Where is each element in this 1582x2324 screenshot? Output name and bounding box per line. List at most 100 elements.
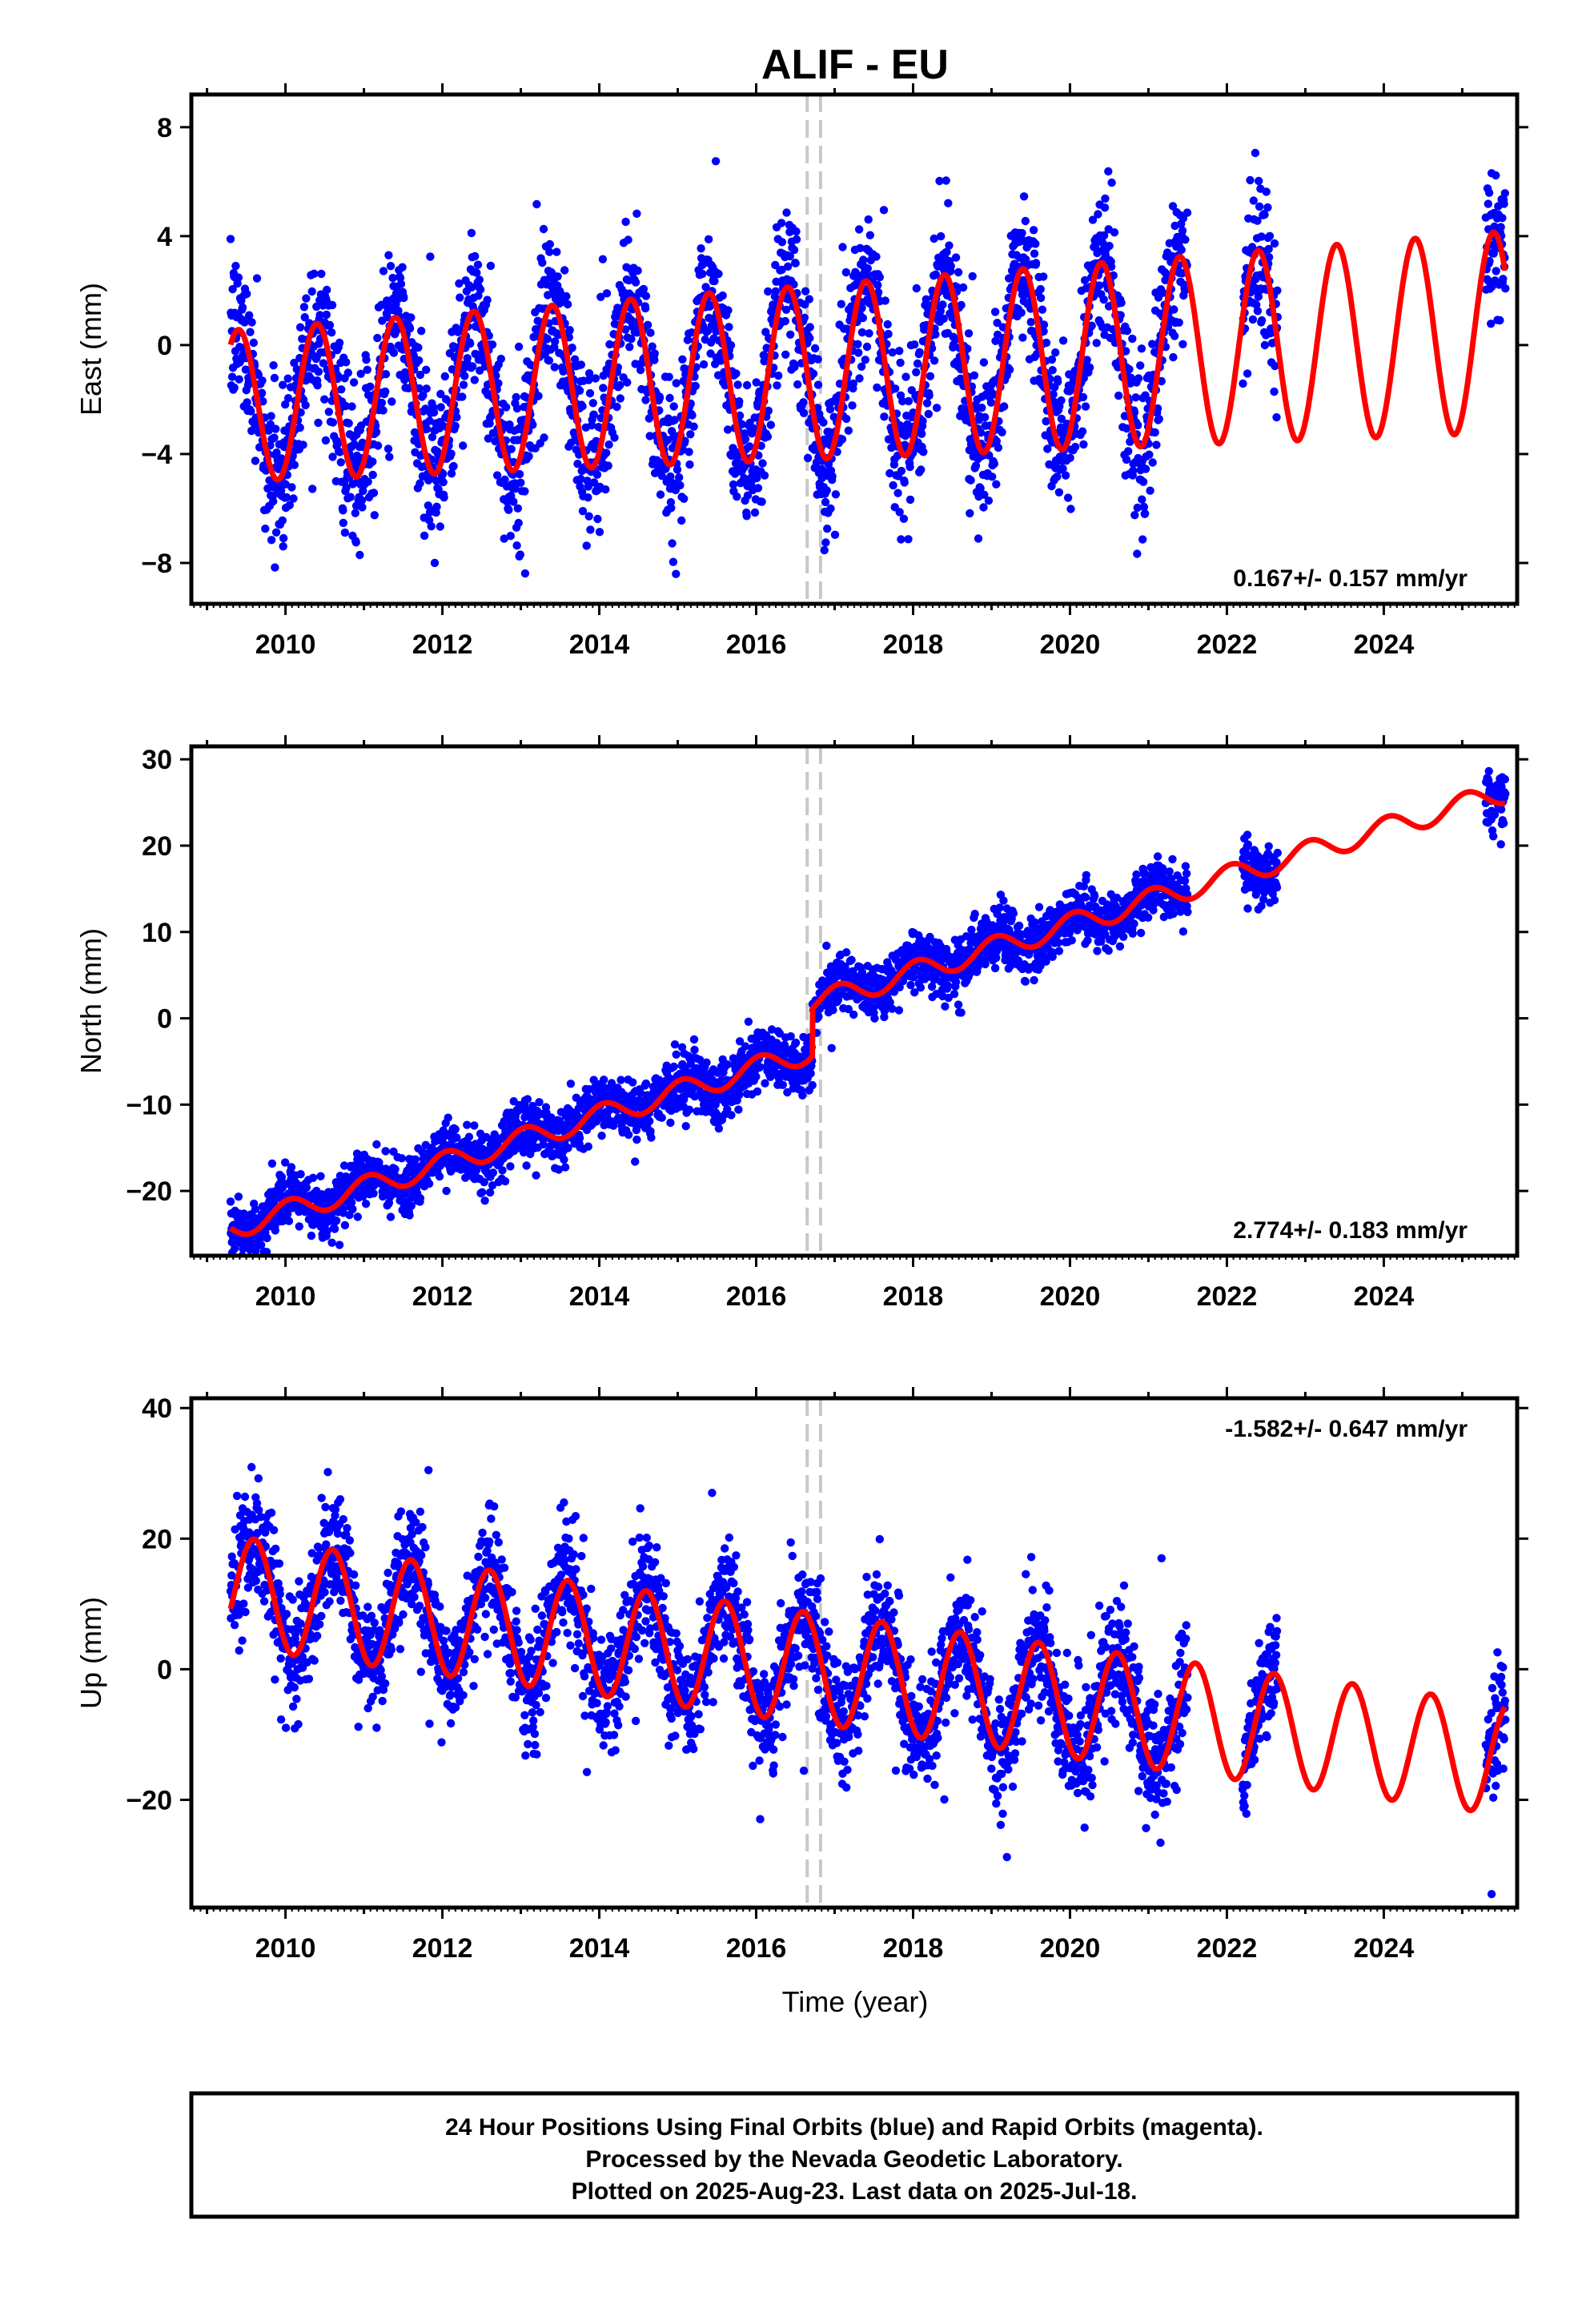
data-point [584,493,592,502]
data-point [560,266,569,275]
data-point [766,420,775,429]
data-point [325,320,335,330]
data-point [600,1076,608,1084]
data-point [1038,305,1047,314]
data-point [672,569,681,578]
data-point [994,443,1003,452]
data-point [379,406,387,415]
data-point [488,340,497,349]
data-point [310,269,319,278]
data-point [792,227,801,236]
data-point [998,428,1006,436]
data-point [387,397,396,406]
data-point [790,363,799,372]
data-point [314,418,323,428]
data-point [415,356,424,365]
data-point [295,1222,303,1231]
data-point [416,370,425,380]
data-point [1148,458,1157,467]
data-point [988,472,997,481]
x-tick-label: 2012 [412,629,473,660]
data-point [925,391,934,400]
data-point [1270,239,1279,248]
data-point [507,444,516,453]
data-point [966,476,975,485]
data-point [1496,316,1504,325]
data-point [269,361,278,370]
data-point [369,489,379,497]
data-point [1030,249,1039,258]
data-point [924,409,934,419]
data-point [308,1173,318,1183]
data-point [1492,267,1500,275]
data-point [873,287,883,297]
data-point [777,265,786,275]
data-point [912,368,921,376]
data-point [1251,148,1260,158]
data-point [295,323,305,332]
data-point [1117,298,1126,308]
data-point [514,342,524,352]
data-point [405,1211,414,1220]
data-point [373,441,383,450]
data-point [888,348,897,357]
data-point [672,379,681,388]
data-point [706,349,715,358]
data-point [805,295,813,304]
data-point [884,329,893,339]
data-point [230,383,239,392]
data-point [227,372,237,381]
data-point [369,1189,378,1198]
data-point [301,400,310,410]
data-point [277,454,286,463]
data-point [656,490,665,499]
data-point [621,325,630,334]
data-point [228,284,237,294]
data-point [260,1313,268,1321]
data-point [359,486,367,496]
data-point [938,300,947,309]
data-point [449,461,458,471]
data-point [285,501,294,509]
data-point [922,399,932,408]
data-point [641,292,651,300]
data-point [545,247,554,256]
data-point [343,368,352,377]
data-point [681,1122,690,1131]
data-point [1021,216,1030,226]
data-point [506,1162,515,1171]
data-point [1263,203,1272,212]
data-point [358,503,367,512]
data-point [414,343,423,352]
data-point [428,432,437,441]
data-point [498,1166,507,1175]
data-point [1170,305,1178,314]
data-point [733,380,742,389]
data-point [432,476,441,485]
data-point [837,300,846,308]
data-point [496,354,505,364]
data-point [917,465,926,474]
data-point [340,528,350,537]
data-point [1051,348,1060,357]
data-point [773,381,781,390]
data-point [1066,505,1075,513]
data-point [930,356,939,365]
data-point [1137,344,1146,353]
data-point [244,378,253,387]
data-point [560,1163,570,1172]
data-point [1122,455,1131,464]
data-point [655,393,665,402]
data-point [464,1132,474,1141]
data-point [685,1105,694,1114]
data-point [388,273,397,283]
data-point [263,484,272,493]
data-point [742,512,751,521]
data-point [872,252,881,261]
data-point [885,468,894,478]
data-point [422,384,431,393]
data-point [841,267,851,277]
data-point [396,279,406,288]
data-point [520,569,530,578]
data-point [545,239,554,249]
